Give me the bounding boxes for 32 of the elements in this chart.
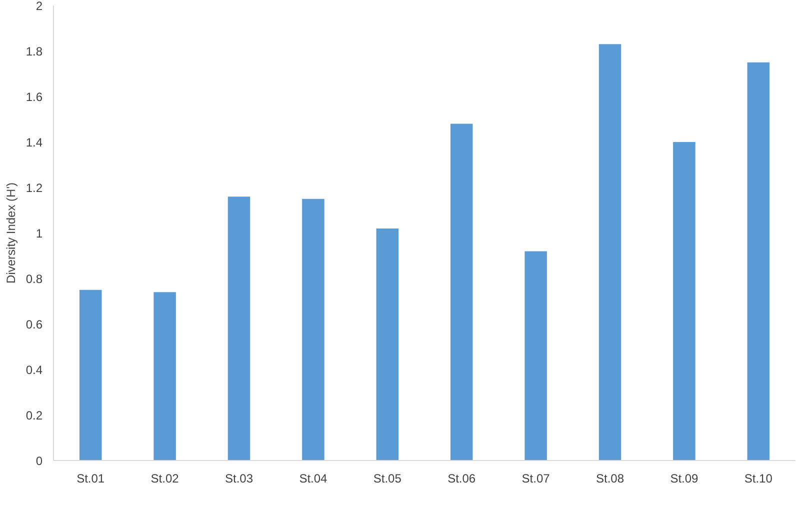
- y-tick-label: 1.8: [26, 44, 43, 58]
- bar: [524, 251, 547, 460]
- bar: [598, 44, 622, 460]
- bar: [302, 198, 324, 460]
- y-axis-title: Diversity Index (H'): [4, 182, 18, 284]
- x-tick-label: St.04: [299, 472, 328, 486]
- y-tick-label: 0.4: [26, 363, 43, 377]
- x-tick-label: St.09: [670, 472, 699, 486]
- x-tick-label: St.06: [448, 472, 476, 486]
- x-tick-label: St.01: [76, 472, 105, 486]
- x-tick-label: St.03: [224, 472, 254, 486]
- y-tick-label: 1: [36, 226, 43, 240]
- y-tick-label: 0.6: [26, 318, 43, 332]
- bar: [228, 196, 250, 460]
- y-tick-label: 0.8: [26, 272, 43, 286]
- x-tick-label: St.08: [596, 472, 624, 486]
- bar: [376, 228, 399, 460]
- x-tick-label: St.10: [744, 472, 773, 486]
- y-tick-label: 1.6: [26, 90, 43, 104]
- x-tick-label: St.05: [373, 472, 402, 486]
- bar: [154, 292, 176, 460]
- bar: [747, 62, 770, 460]
- y-tick-label: 1.4: [26, 136, 43, 150]
- x-tick-label: St.07: [522, 472, 550, 486]
- bar: [79, 290, 102, 460]
- bar: [450, 124, 473, 460]
- y-tick-label: 0: [36, 454, 43, 468]
- bar: [673, 142, 696, 460]
- y-tick-label: 2: [36, 0, 43, 13]
- y-tick-label: 1.2: [26, 181, 43, 195]
- x-tick-label: St.02: [150, 472, 180, 486]
- y-tick-label: 0.2: [26, 408, 43, 422]
